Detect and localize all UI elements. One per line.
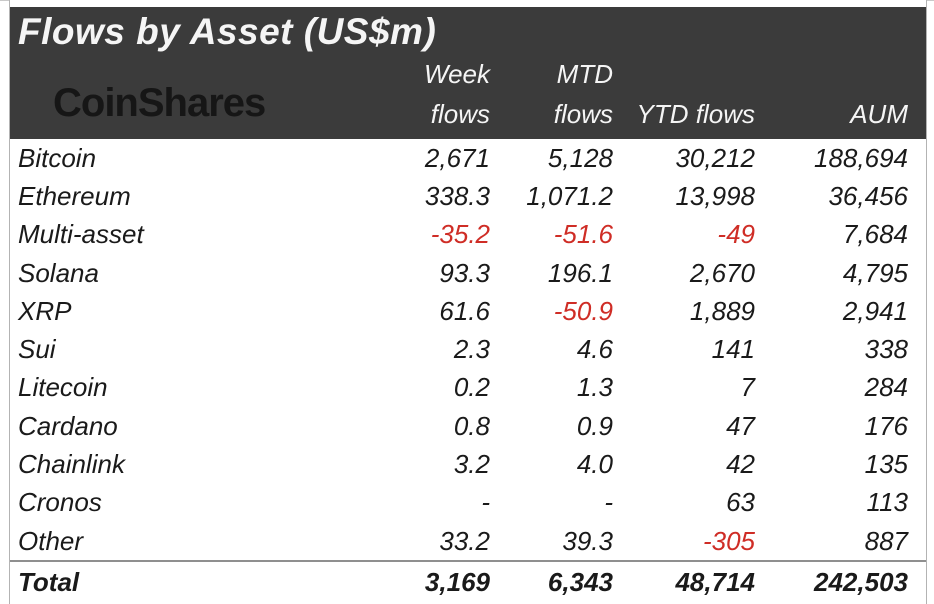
asset-name-cell: Other xyxy=(18,525,84,556)
total-aum-cell: 242,503 xyxy=(814,566,908,597)
row-ethereum: Ethereum 338.3 1,071.2 13,998 36,456 xyxy=(10,177,926,215)
row-litecoin: Litecoin 0.2 1.3 7 284 xyxy=(10,369,926,407)
row-solana: Solana 93.3 196.1 2,670 4,795 xyxy=(10,254,926,292)
row-total: Total 3,169 6,343 48,714 242,503 xyxy=(10,560,926,602)
week-flows-cell: 0.8 xyxy=(453,410,490,441)
mtd-flows-cell: 4.6 xyxy=(576,334,613,365)
col-header-mtd-flows: MTD flows xyxy=(490,54,613,134)
col-header-aum: AUM xyxy=(755,94,908,134)
row-other: Other 33.2 39.3 -305 887 xyxy=(10,522,926,560)
week-flows-cell: -35.2 xyxy=(430,219,490,250)
aum-cell: 176 xyxy=(864,410,908,441)
asset-name-cell: XRP xyxy=(18,295,72,326)
asset-name-cell: Ethereum xyxy=(18,180,131,211)
mtd-flows-cell: 0.9 xyxy=(576,410,613,441)
col-header-ytd-line2: YTD flows xyxy=(636,99,755,129)
col-header-aum-line2: AUM xyxy=(850,99,908,129)
mtd-flows-cell: 1,071.2 xyxy=(526,180,613,211)
row-chainlink: Chainlink 3.2 4.0 42 135 xyxy=(10,445,926,483)
mtd-flows-cell: -51.6 xyxy=(553,219,613,250)
ytd-flows-cell: 2,670 xyxy=(689,257,755,288)
col-header-week-line1: Week xyxy=(424,59,490,89)
aum-cell: 135 xyxy=(864,449,908,480)
aum-cell: 188,694 xyxy=(814,142,908,173)
week-flows-cell: 0.2 xyxy=(453,372,490,403)
aum-cell: 113 xyxy=(866,487,908,518)
asset-name-cell: Multi-asset xyxy=(18,219,144,250)
coinshares-logo: CoinShares xyxy=(53,81,266,125)
row-cronos: Cronos - - 63 113 xyxy=(10,484,926,522)
week-flows-cell: 61.6 xyxy=(439,295,490,326)
asset-name-cell: Sui xyxy=(18,334,56,365)
asset-name-cell: Cardano xyxy=(18,410,118,441)
asset-name-cell: Cronos xyxy=(18,487,102,518)
ytd-flows-cell: 1,889 xyxy=(689,295,755,326)
table-body: Bitcoin 2,671 5,128 30,212 188,694 Ether… xyxy=(10,139,926,602)
total-ytd-flows-cell: 48,714 xyxy=(675,566,755,597)
mtd-flows-cell: 1.3 xyxy=(576,372,613,403)
row-multi-asset: Multi-asset -35.2 -51.6 -49 7,684 xyxy=(10,216,926,254)
mtd-flows-cell: 4.0 xyxy=(576,449,613,480)
mtd-flows-cell: - xyxy=(604,487,613,518)
col-header-week-flows: Week flows xyxy=(310,54,490,134)
mtd-flows-cell: 5,128 xyxy=(547,142,613,173)
page-title: Flows by Asset (US$m) xyxy=(18,11,437,52)
asset-name-cell: Solana xyxy=(18,257,99,288)
mtd-flows-cell: -50.9 xyxy=(553,295,613,326)
column-header-row: CoinShares Week flows MTD flows YTD flow… xyxy=(10,53,926,139)
ytd-flows-cell: 13,998 xyxy=(675,180,755,211)
ytd-flows-cell: 7 xyxy=(740,372,755,403)
top-margin xyxy=(10,0,926,7)
col-header-mtd-line2: flows xyxy=(553,99,613,129)
col-header-ytd-flows: YTD flows xyxy=(613,94,755,134)
week-flows-cell: 3.2 xyxy=(453,449,490,480)
week-flows-cell: - xyxy=(481,487,490,518)
ytd-flows-cell: -49 xyxy=(717,219,755,250)
ytd-flows-cell: 30,212 xyxy=(675,142,755,173)
aum-cell: 4,795 xyxy=(842,257,908,288)
aum-cell: 7,684 xyxy=(842,219,908,250)
ytd-flows-cell: 141 xyxy=(711,334,755,365)
week-flows-cell: 2,671 xyxy=(424,142,490,173)
row-sui: Sui 2.3 4.6 141 338 xyxy=(10,330,926,368)
week-flows-cell: 338.3 xyxy=(424,180,490,211)
table-header: Flows by Asset (US$m) CoinShares Week fl… xyxy=(10,7,926,139)
total-week-flows-cell: 3,169 xyxy=(424,566,490,597)
aum-cell: 2,941 xyxy=(842,295,908,326)
row-xrp: XRP 61.6 -50.9 1,889 2,941 xyxy=(10,292,926,330)
col-header-week-line2: flows xyxy=(430,99,490,129)
aum-cell: 36,456 xyxy=(828,180,908,211)
ytd-flows-cell: 63 xyxy=(726,487,755,518)
asset-name-cell: Bitcoin xyxy=(18,142,97,173)
ytd-flows-cell: 47 xyxy=(726,410,755,441)
week-flows-cell: 33.2 xyxy=(439,525,490,556)
row-bitcoin: Bitcoin 2,671 5,128 30,212 188,694 xyxy=(10,139,926,177)
asset-name-cell: Litecoin xyxy=(18,372,108,403)
week-flows-cell: 93.3 xyxy=(439,257,490,288)
total-mtd-flows-cell: 6,343 xyxy=(547,566,613,597)
mtd-flows-cell: 39.3 xyxy=(562,525,613,556)
week-flows-cell: 2.3 xyxy=(453,334,490,365)
asset-name-cell: Chainlink xyxy=(18,449,125,480)
mtd-flows-cell: 196.1 xyxy=(547,257,613,288)
ytd-flows-cell: -305 xyxy=(702,525,755,556)
row-cardano: Cardano 0.8 0.9 47 176 xyxy=(10,407,926,445)
flows-by-asset-table: Flows by Asset (US$m) CoinShares Week fl… xyxy=(9,0,927,604)
ytd-flows-cell: 42 xyxy=(726,449,755,480)
aum-cell: 887 xyxy=(864,525,908,556)
aum-cell: 338 xyxy=(864,334,908,365)
aum-cell: 284 xyxy=(864,372,908,403)
total-label-cell: Total xyxy=(18,566,80,597)
col-header-mtd-line1: MTD xyxy=(556,59,613,89)
